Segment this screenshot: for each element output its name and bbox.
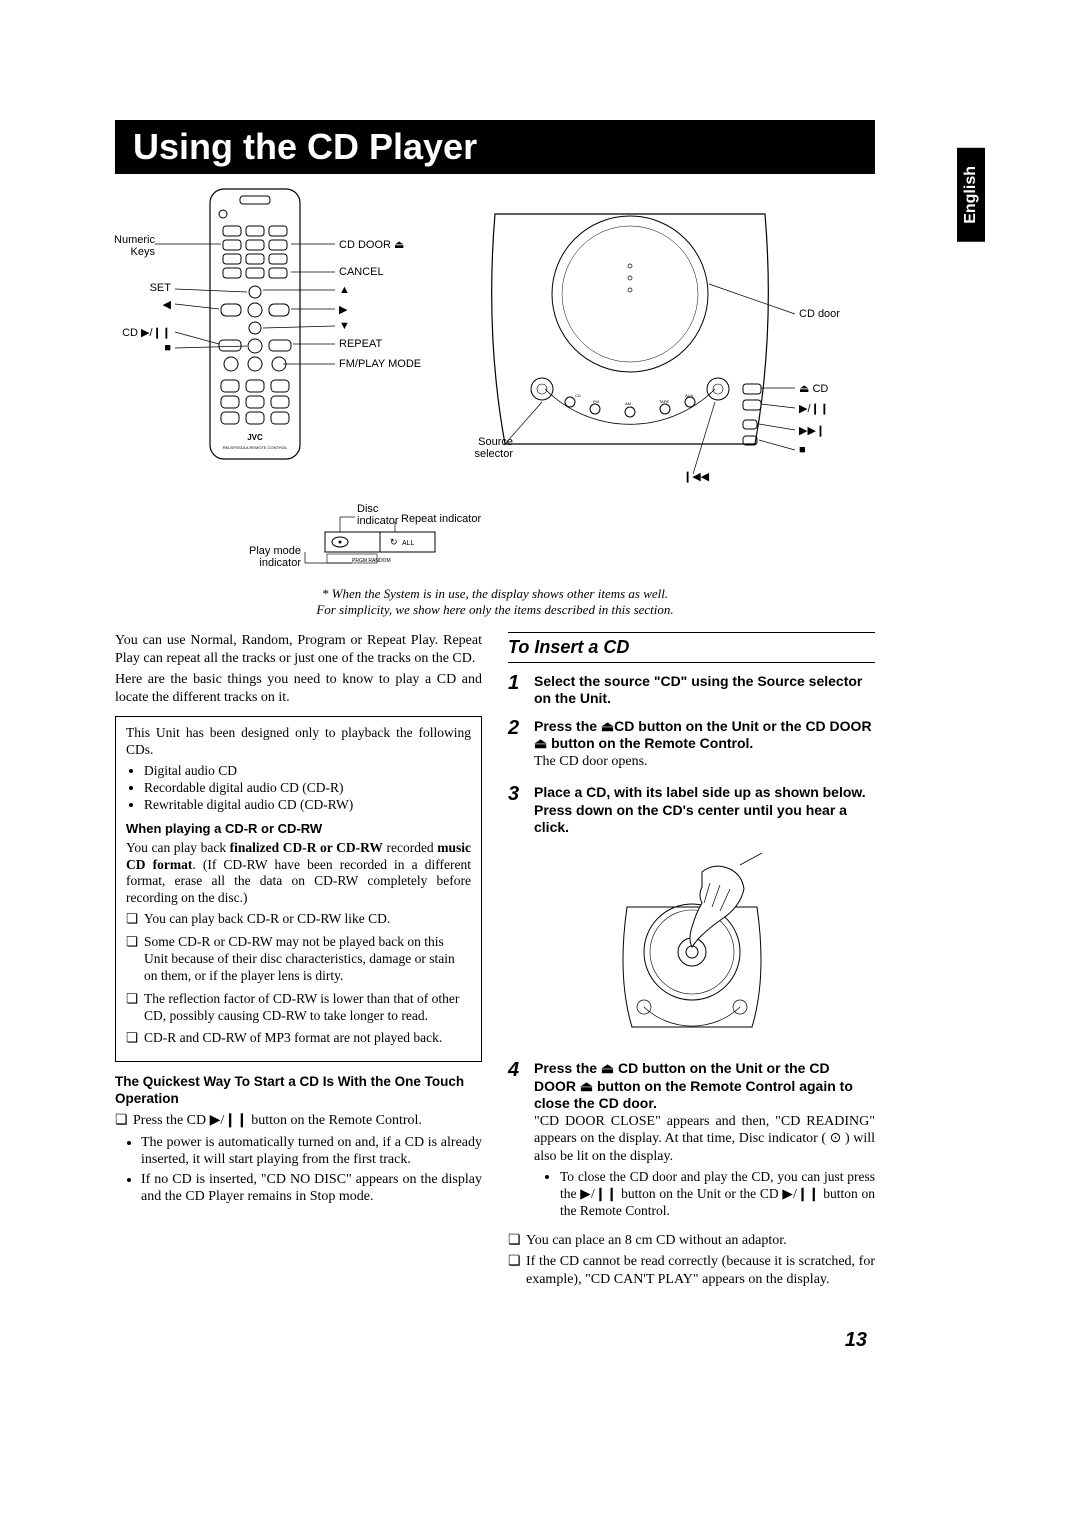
info-box: This Unit has been designed only to play… (115, 716, 482, 1062)
step-number: 1 (508, 673, 526, 708)
label-fmplay: FM/PLAY MODE (339, 358, 421, 370)
label-down: ▼ (339, 320, 350, 332)
label-stop: ■ (145, 342, 171, 354)
section-head-insert: To Insert a CD (508, 632, 875, 663)
svg-text:TAPE: TAPE (659, 399, 669, 404)
svg-text:↻: ↻ (390, 537, 398, 547)
step-2-sub: The CD door opens. (534, 753, 875, 771)
svg-text:AM: AM (625, 401, 631, 406)
label-cd-door: CD DOOR ⏏ (339, 238, 404, 251)
diagram-note: * When the System is in use, the display… (115, 586, 875, 618)
label-unit-next: ▶▶❙ (799, 424, 825, 437)
step-1-title: Select the source "CD" using the Source … (534, 673, 875, 708)
box-intro: This Unit has been designed only to play… (126, 725, 471, 759)
svg-text:JVC: JVC (247, 433, 263, 442)
unit-diagram: CD FM AM TAPE AUX CD door ⏏ CD ▶/❙❙ ▶▶❙ … (475, 184, 875, 572)
language-tab: English (957, 148, 985, 242)
quick-sq: Press the CD ▶/❙❙ button on the Remote C… (115, 1112, 482, 1130)
page-number: 13 (845, 1329, 867, 1352)
svg-text:ALL: ALL (402, 540, 415, 547)
label-source-selector: Sourceselector (457, 436, 513, 460)
step-2-title: Press the ⏏CD button on the Unit or the … (534, 718, 875, 753)
step-number: 3 (508, 784, 526, 837)
insert-cd-illustration (508, 847, 875, 1043)
label-unit-prev: ❙◀◀ (683, 470, 709, 483)
step-1: 1 Select the source "CD" using the Sourc… (508, 673, 875, 708)
box-subhead: When playing a CD-R or CD-RW (126, 821, 471, 837)
label-set: SET (135, 282, 171, 294)
label-unit-stop: ■ (799, 444, 806, 456)
label-repeat-indicator: Repeat indicator (401, 513, 481, 525)
box-sq: Some CD-R or CD-RW may not be played bac… (126, 934, 471, 985)
label-left: ◀ (145, 298, 171, 311)
box-bullet: Digital audio CD (144, 763, 471, 780)
step-3-title: Place a CD, with its label side up as sh… (534, 784, 875, 837)
label-up: ▲ (339, 284, 350, 296)
quickest-head: The Quickest Way To Start a CD Is With t… (115, 1074, 482, 1108)
label-unit-playpause: ▶/❙❙ (799, 402, 829, 415)
display-indicator-box: PRGM RANDOM ↻ ALL Discindicator Repeat i… (205, 512, 445, 572)
step-number: 2 (508, 718, 526, 775)
intro-p2: Here are the basic things you need to kn… (115, 671, 482, 706)
label-playmode-indicator: Play modeindicator (243, 546, 301, 569)
quick-bullet: The power is automatically turned on and… (141, 1134, 482, 1169)
label-right: ▶ (339, 303, 347, 316)
label-numeric-keys: NumericKeys (109, 234, 155, 258)
svg-text:CD: CD (575, 393, 581, 398)
intro-p1: You can use Normal, Random, Program or R… (115, 632, 482, 667)
left-column: You can use Normal, Random, Program or R… (115, 632, 482, 1292)
box-bullet: Recordable digital audio CD (CD-R) (144, 780, 471, 797)
right-column: To Insert a CD 1 Select the source "CD" … (508, 632, 875, 1292)
label-disc-indicator: Discindicator (357, 504, 399, 527)
step-2: 2 Press the ⏏CD button on the Unit or th… (508, 718, 875, 775)
step-4-sq: If the CD cannot be read correctly (beca… (508, 1253, 875, 1288)
body-columns: You can use Normal, Random, Program or R… (115, 632, 875, 1292)
step-4-title: Press the ⏏ CD button on the Unit or the… (534, 1060, 875, 1113)
box-bullet: Rewritable digital audio CD (CD-RW) (144, 797, 471, 814)
quick-bullet: If no CD is inserted, "CD NO DISC" appea… (141, 1171, 482, 1206)
step-4: 4 Press the ⏏ CD button on the Unit or t… (508, 1060, 875, 1222)
remote-diagram: JVC RM-SFSSD1A REMOTE CONTROL NumericKey… (115, 184, 445, 572)
step-4-bullet: To close the CD door and play the CD, yo… (560, 1169, 875, 1220)
box-sq: The reflection factor of CD-RW is lower … (126, 991, 471, 1025)
box-paragraph: You can play back finalized CD-R or CD-R… (126, 840, 471, 908)
box-sq: CD-R and CD-RW of MP3 format are not pla… (126, 1030, 471, 1047)
step-number: 4 (508, 1060, 526, 1222)
box-sq: You can play back CD-R or CD-RW like CD. (126, 911, 471, 928)
step-4-p: "CD DOOR CLOSE" appears and then, "CD RE… (534, 1113, 875, 1166)
unit-svg: CD FM AM TAPE AUX (475, 184, 875, 484)
page-title: Using the CD Player (115, 120, 875, 174)
step-3: 3 Place a CD, with its label side up as … (508, 784, 875, 837)
label-cd-play: CD ▶/❙❙ (115, 326, 171, 339)
diagram-row: JVC RM-SFSSD1A REMOTE CONTROL NumericKey… (115, 184, 875, 572)
svg-text:FM: FM (593, 399, 599, 404)
label-cancel: CANCEL (339, 266, 384, 278)
step-4-sq: You can place an 8 cm CD without an adap… (508, 1232, 875, 1250)
svg-text:RM-SFSSD1A REMOTE CONTROL: RM-SFSSD1A REMOTE CONTROL (223, 445, 288, 450)
label-unit-cd-door: CD door (799, 308, 840, 320)
page-content: Using the CD Player English (115, 120, 875, 1292)
label-repeat: REPEAT (339, 338, 382, 350)
svg-text:AUX: AUX (685, 393, 694, 398)
label-unit-eject: ⏏ CD (799, 382, 828, 395)
